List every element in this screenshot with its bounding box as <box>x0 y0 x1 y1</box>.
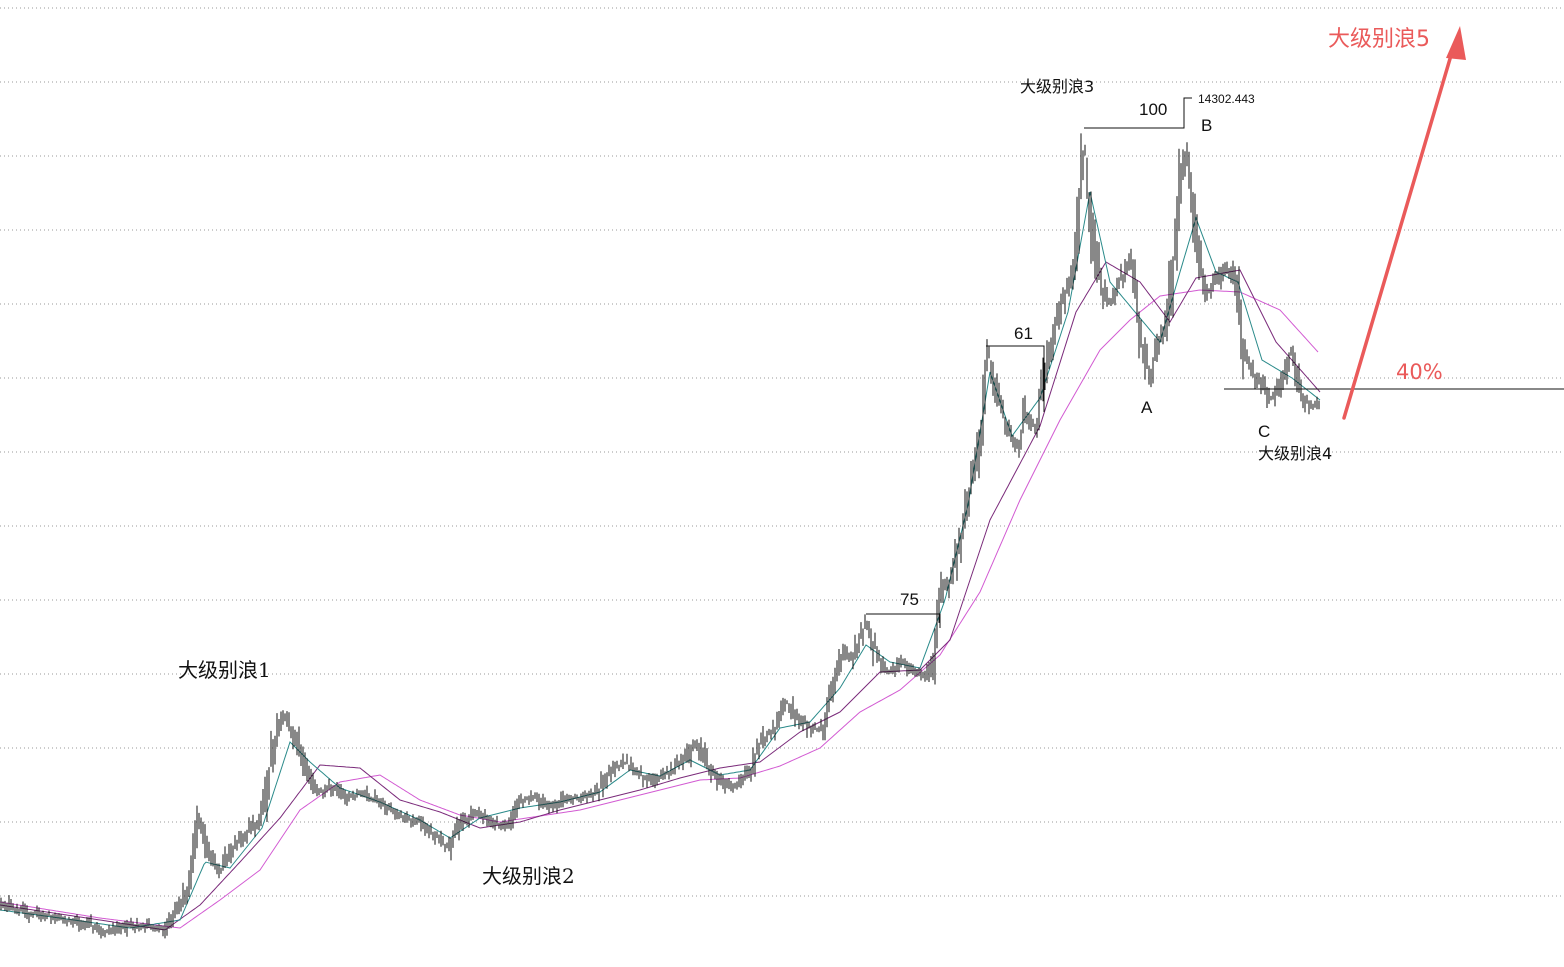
projection-arrow-shaft <box>1342 50 1454 420</box>
peak-price-label: 14302.443 <box>1198 92 1255 106</box>
wave5-label: 大级别浪5 <box>1328 27 1430 52</box>
fib-75-line <box>866 613 941 628</box>
candlestick-series <box>0 133 1320 939</box>
fib-61-label: 61 <box>1014 324 1033 343</box>
fib-100-line <box>1084 97 1192 129</box>
fibonacci-reference-lines <box>866 97 1564 628</box>
moving-average-short-line <box>0 191 1321 929</box>
pct-40-label: 40% <box>1396 360 1443 384</box>
moving-average-mid-line <box>0 261 1321 931</box>
moving-average-long-line <box>0 289 1319 929</box>
point-b-label: B <box>1201 116 1212 135</box>
wave2-label: 大级别浪2 <box>482 864 575 888</box>
wave5-projection-arrow <box>1342 26 1466 420</box>
projection-arrow-head <box>1446 26 1466 60</box>
point-a-label: A <box>1141 398 1153 417</box>
point-c-label: C <box>1258 422 1270 441</box>
fib-75-label: 75 <box>900 590 919 609</box>
wave3-label: 大级别浪3 <box>1020 77 1094 96</box>
fib-61-line <box>986 345 1045 412</box>
wave4-label: 大级别浪4 <box>1258 444 1332 463</box>
fib-100-label: 100 <box>1139 100 1167 119</box>
wave1-label: 大级别浪1 <box>178 658 271 682</box>
